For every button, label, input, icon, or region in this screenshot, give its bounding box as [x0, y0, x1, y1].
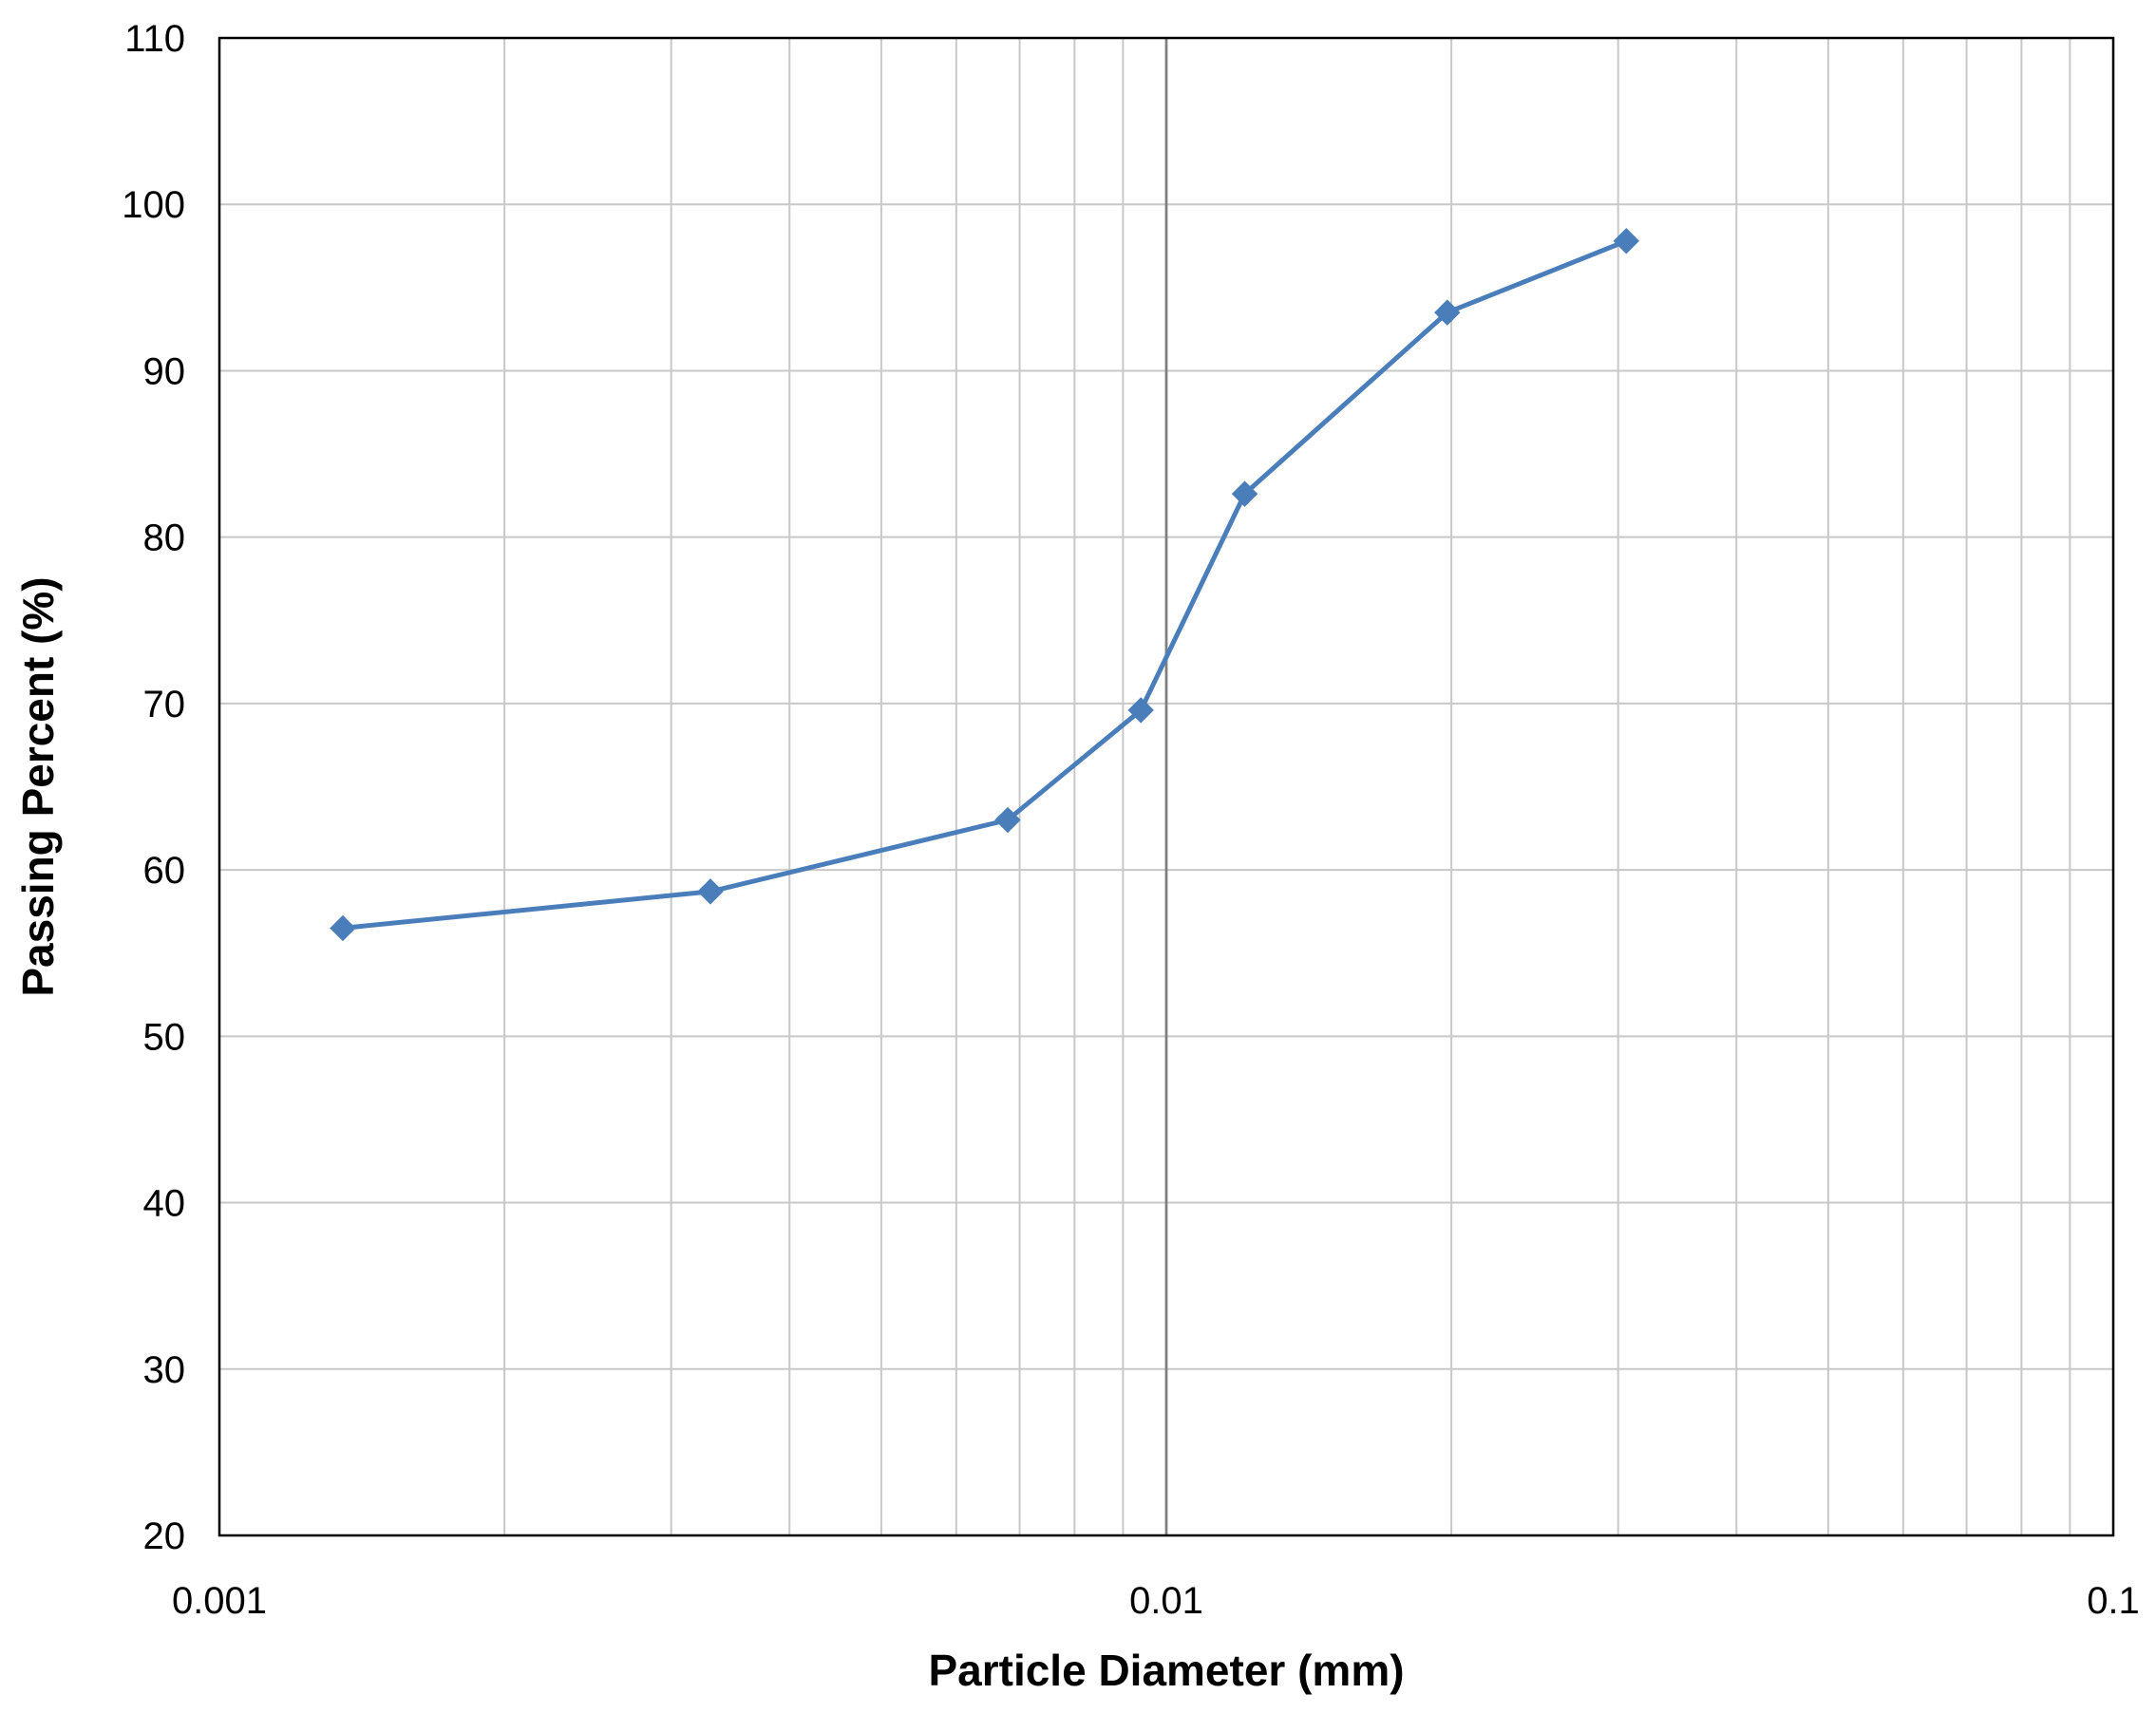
data-point [330, 914, 356, 942]
x-axis-title: Particle Diameter (mm) [928, 1646, 1404, 1695]
y-tick-label: 30 [143, 1349, 186, 1391]
data-point [1434, 299, 1461, 326]
y-tick-label: 100 [122, 184, 185, 226]
data-point [697, 878, 724, 905]
x-axis-tick-labels: 0.001 0.01 0.1 [172, 1580, 2140, 1622]
series-line [342, 238, 1628, 931]
y-tick-label: 70 [143, 684, 186, 725]
y-tick-label: 20 [143, 1515, 186, 1557]
x-tick-label: 0.01 [1129, 1580, 1203, 1622]
y-tick-label: 90 [143, 350, 186, 392]
grid [219, 38, 2113, 1535]
y-tick-label: 110 [124, 18, 185, 60]
series-layer [330, 228, 1639, 942]
x-tick-label: 0.1 [2087, 1580, 2140, 1622]
x-tick-label: 0.001 [172, 1580, 267, 1622]
y-axis-tick-labels: 20 30 40 50 60 70 80 90 100 110 [122, 18, 185, 1557]
data-point [994, 806, 1021, 834]
y-axis-title: Passing Percent (%) [13, 576, 63, 996]
data-point [1231, 480, 1258, 507]
plot-area-frame [217, 36, 2115, 1537]
data-point [1613, 228, 1639, 254]
y-tick-label: 50 [143, 1016, 186, 1058]
data-point [1127, 697, 1154, 724]
y-tick-label: 80 [143, 518, 186, 559]
y-tick-label: 60 [143, 850, 186, 892]
y-tick-label: 40 [143, 1183, 186, 1225]
